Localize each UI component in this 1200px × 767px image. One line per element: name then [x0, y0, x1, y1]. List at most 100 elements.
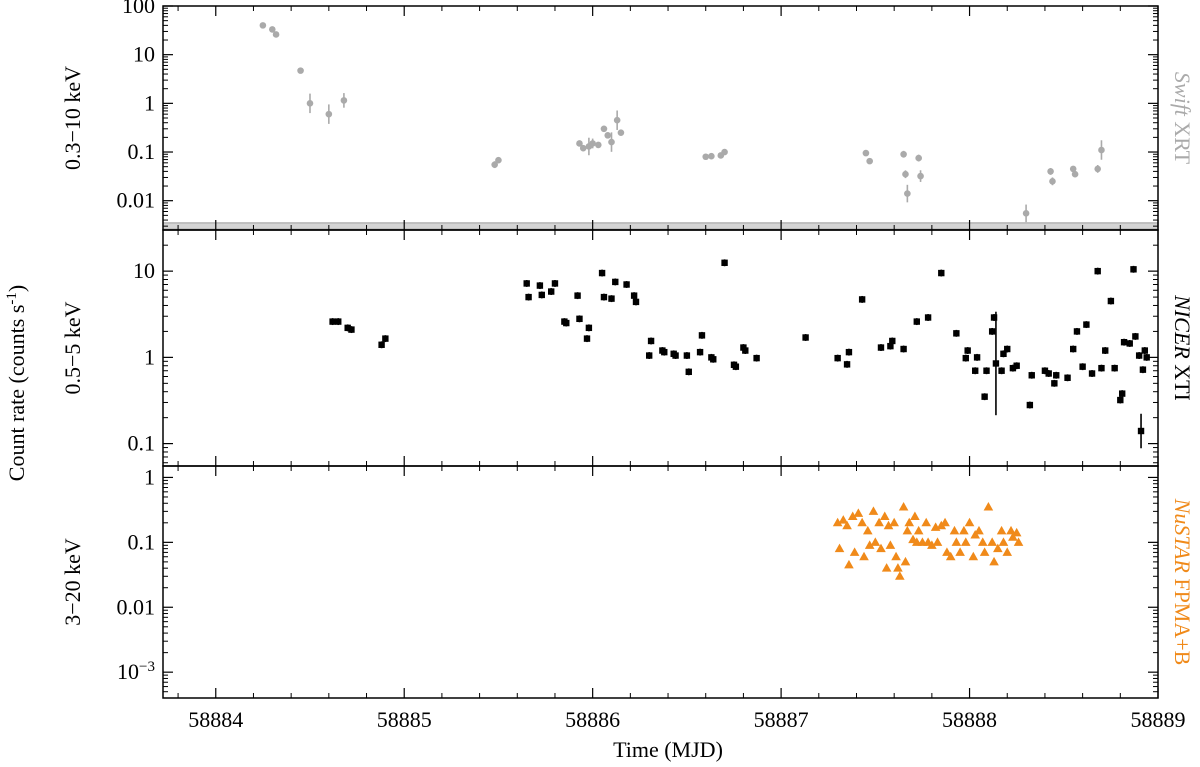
- y-axis-title-sup: -1: [4, 292, 20, 305]
- data-point: [802, 334, 809, 341]
- y-tick-label-base: 10: [117, 659, 139, 684]
- data-point: [551, 279, 559, 287]
- marker-triangle: [945, 551, 956, 561]
- data-point: [924, 314, 932, 321]
- data-point: [842, 520, 852, 530]
- x-tick-label: 58888: [942, 707, 997, 732]
- data-point: [1132, 332, 1139, 340]
- marker-square: [1139, 366, 1147, 373]
- marker-square: [1137, 427, 1145, 435]
- y-tick-label: 1: [144, 464, 155, 489]
- marker-triangle: [974, 525, 984, 535]
- data-point: [902, 525, 913, 535]
- marker-triangle: [862, 525, 873, 535]
- x-tick-label: 58889: [1131, 707, 1186, 732]
- data-point: [895, 571, 905, 580]
- data-point: [942, 547, 952, 556]
- y-tick-label: 10: [133, 258, 155, 283]
- data-point: [1098, 364, 1105, 372]
- marker-triangle: [844, 559, 854, 569]
- data-point: [988, 327, 996, 335]
- marker-triangle: [885, 540, 896, 549]
- marker-circle: [900, 150, 907, 158]
- marker-triangle: [932, 537, 943, 546]
- marker-triangle: [900, 556, 911, 566]
- data-point: [325, 104, 333, 124]
- marker-circle: [297, 67, 304, 74]
- instrument-label-rest: XTI: [1170, 359, 1195, 401]
- data-point: [877, 344, 885, 352]
- y-tick-label: 1: [144, 344, 155, 369]
- marker-square: [538, 291, 545, 299]
- data-point: [838, 515, 849, 524]
- marker-triangle: [987, 537, 997, 546]
- data-point: [847, 511, 858, 521]
- marker-square: [1143, 354, 1150, 361]
- data-point: [683, 352, 691, 359]
- marker-square: [1107, 297, 1115, 305]
- marker-square: [344, 324, 351, 332]
- x-tick-label: 58885: [377, 707, 432, 732]
- data-point: [960, 537, 971, 546]
- data-point: [1135, 352, 1143, 359]
- data-point: [915, 154, 922, 162]
- instrument-label-italic: Swift: [1170, 72, 1195, 117]
- marker-triangle: [879, 511, 890, 521]
- marker-circle: [902, 170, 909, 178]
- marker-circle: [915, 154, 922, 162]
- data-point: [1083, 321, 1090, 329]
- y-tick-label-base: 1: [144, 344, 155, 369]
- marker-square: [335, 318, 342, 325]
- data-point: [1102, 347, 1109, 354]
- data-point: [536, 282, 544, 290]
- data-point: [862, 525, 873, 535]
- data-point: [576, 140, 583, 147]
- marker-square: [1094, 267, 1101, 275]
- data-point: [870, 537, 881, 546]
- x-tick-label: 58886: [565, 707, 620, 732]
- marker-square: [647, 337, 655, 345]
- marker-square: [382, 335, 389, 342]
- marker-square: [938, 269, 945, 277]
- marker-circle: [617, 129, 625, 136]
- data-point: [1002, 547, 1013, 556]
- data-point: [902, 170, 909, 179]
- marker-circle: [491, 161, 498, 168]
- marker-triangle: [902, 525, 913, 535]
- y-tick-label-base: 1: [144, 90, 155, 115]
- data-point: [891, 551, 901, 561]
- marker-square: [834, 354, 841, 362]
- marker-circle: [340, 97, 348, 104]
- marker-triangle: [876, 543, 886, 553]
- marker-square: [973, 354, 981, 361]
- marker-square: [1009, 364, 1017, 372]
- marker-circle: [1094, 165, 1101, 173]
- marker-triangle: [998, 537, 1009, 546]
- marker-square: [1130, 266, 1137, 273]
- data-point: [989, 556, 999, 566]
- marker-triangle: [864, 540, 875, 549]
- y-tick-label: 0.01: [117, 594, 156, 619]
- data-point: [1064, 374, 1071, 382]
- marker-triangle: [1006, 525, 1016, 535]
- data-point: [864, 540, 875, 549]
- instrument-label-italic: NuSTAR: [1170, 498, 1195, 574]
- marker-square: [329, 318, 336, 325]
- marker-triangle: [1008, 532, 1018, 541]
- marker-square: [710, 356, 717, 363]
- data-point: [672, 352, 679, 359]
- marker-triangle: [996, 525, 1007, 535]
- data-point: [993, 543, 1003, 553]
- data-point: [964, 347, 971, 354]
- data-point: [857, 517, 867, 527]
- data-point: [940, 517, 950, 527]
- data-point: [548, 288, 555, 295]
- marker-triangle: [893, 563, 903, 572]
- marker-circle: [272, 31, 280, 38]
- marker-triangle: [960, 537, 971, 546]
- marker-square: [1069, 345, 1077, 353]
- data-point: [992, 311, 1000, 416]
- data-point: [1028, 371, 1035, 379]
- marker-square: [576, 315, 583, 323]
- data-point: [1137, 413, 1145, 449]
